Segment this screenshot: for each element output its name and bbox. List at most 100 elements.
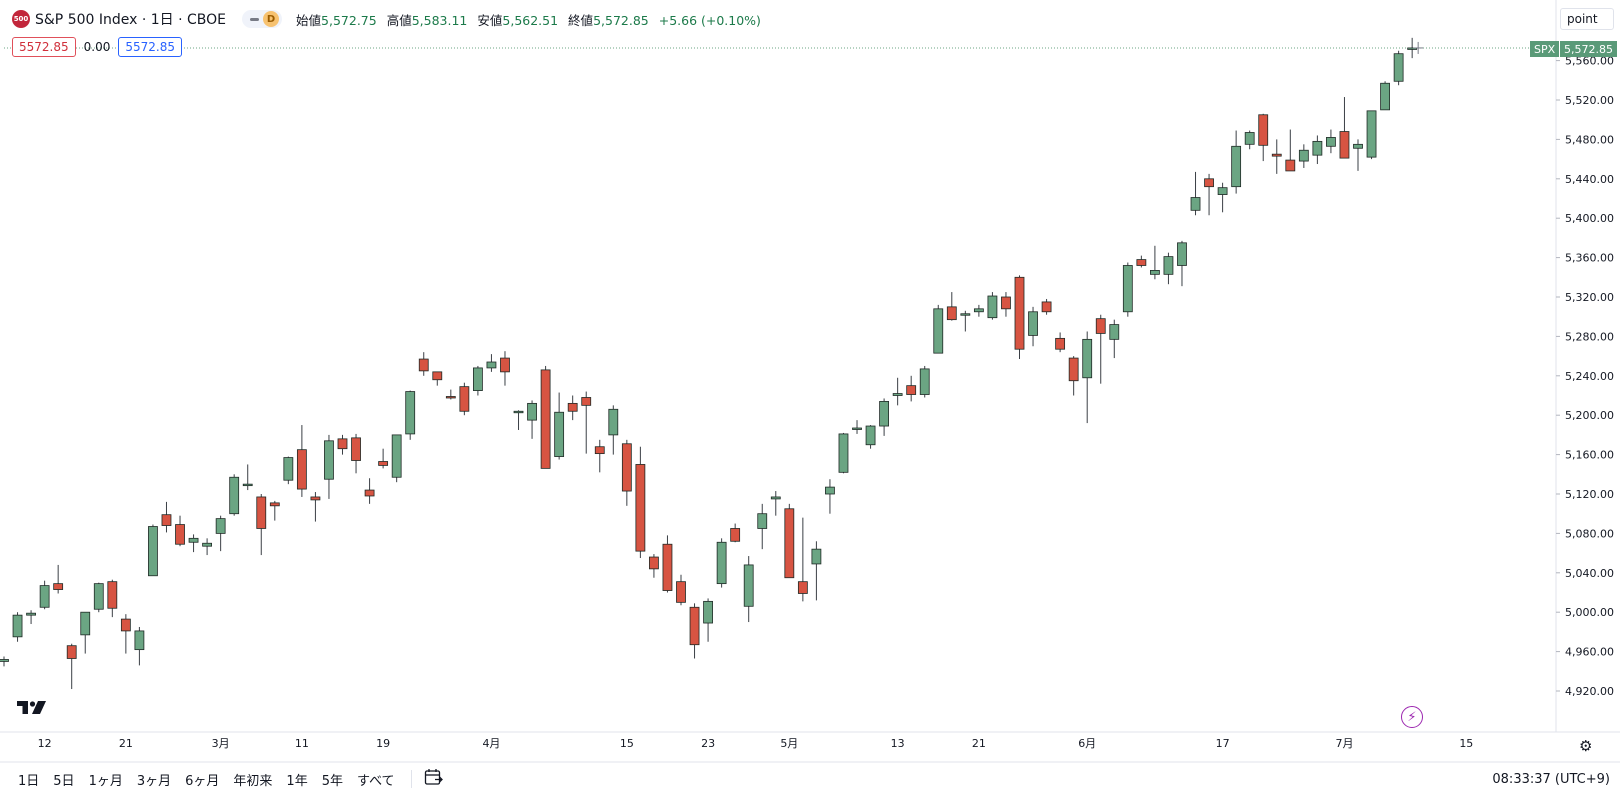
candle-down[interactable] (500, 357, 510, 373)
candle-down[interactable] (1339, 131, 1350, 159)
candle-down[interactable] (445, 396, 456, 399)
candle-down[interactable] (797, 581, 808, 594)
candle-down[interactable] (107, 581, 118, 609)
candle-up[interactable] (1407, 47, 1418, 50)
range-button-0[interactable]: 1日 (18, 773, 40, 789)
candle-up[interactable] (391, 434, 402, 478)
candle-down[interactable] (1258, 114, 1269, 146)
buy-price-box[interactable]: 5572.85 (118, 37, 182, 57)
status-pill[interactable]: D (242, 10, 283, 28)
candle-up[interactable] (1150, 270, 1160, 275)
candle-down[interactable] (66, 645, 77, 659)
candle-up[interactable] (1298, 149, 1309, 162)
candle-down[interactable] (581, 397, 592, 406)
candle-down[interactable] (567, 402, 578, 412)
candle-down[interactable] (120, 618, 131, 632)
candle-up[interactable] (703, 600, 713, 624)
candle-up[interactable] (1244, 132, 1255, 145)
candle-up[interactable] (26, 612, 36, 616)
candle-up[interactable] (215, 518, 226, 534)
candle-up[interactable] (324, 440, 334, 480)
candle-down[interactable] (1136, 259, 1147, 266)
candle-up[interactable] (1163, 256, 1174, 275)
candle-down[interactable] (635, 464, 646, 552)
candle-up[interactable] (148, 526, 158, 577)
range-button-7[interactable]: 5年 (321, 773, 343, 789)
candle-up[interactable] (879, 401, 889, 427)
candle-up[interactable] (1217, 187, 1228, 195)
range-button-6[interactable]: 1年 (286, 773, 308, 789)
candle-up[interactable] (743, 564, 754, 607)
candle-up[interactable] (1177, 242, 1187, 266)
candle-down[interactable] (418, 358, 429, 372)
candle-up[interactable] (852, 427, 862, 430)
candle-up[interactable] (1082, 338, 1093, 379)
sell-price-box[interactable]: 5572.85 (12, 37, 76, 57)
lightning-icon[interactable]: ⚡ (1401, 706, 1423, 728)
candle-up[interactable] (1028, 311, 1038, 336)
candle-down[interactable] (1041, 301, 1052, 313)
candle-down[interactable] (730, 528, 741, 542)
candle-up[interactable] (472, 367, 483, 391)
candle-down[interactable] (662, 543, 673, 591)
candle-down[interactable] (946, 306, 957, 321)
candle-down[interactable] (378, 461, 389, 466)
candle-down[interactable] (1204, 178, 1214, 188)
candle-down[interactable] (53, 583, 64, 590)
candle-up[interactable] (960, 313, 971, 316)
tradingview-logo[interactable] (17, 700, 47, 719)
candle-up[interactable] (527, 402, 537, 421)
candle-up[interactable] (93, 583, 104, 610)
candle-down[interactable] (540, 369, 551, 469)
candle-up[interactable] (770, 496, 781, 500)
candle-up[interactable] (1326, 137, 1336, 147)
candle-up[interactable] (188, 537, 199, 543)
candle-up[interactable] (1366, 110, 1377, 158)
candle-up[interactable] (486, 361, 497, 369)
candle-down[interactable] (784, 508, 795, 579)
candle-down[interactable] (676, 581, 686, 603)
clock-timezone[interactable]: 08:33:37 (UTC+9) (1492, 771, 1610, 787)
candle-up[interactable] (865, 425, 876, 446)
candle-up[interactable] (0, 659, 9, 662)
candle-down[interactable] (269, 502, 280, 507)
candle-up[interactable] (242, 483, 253, 487)
candle-up[interactable] (987, 295, 998, 319)
candle-down[interactable] (594, 446, 605, 455)
candle-down[interactable] (906, 385, 917, 395)
scale-mode-button[interactable]: point (1560, 8, 1614, 30)
candle-down[interactable] (256, 496, 267, 529)
candle-up[interactable] (283, 457, 294, 481)
candle-down[interactable] (689, 606, 700, 646)
candle-up[interactable] (973, 308, 984, 313)
candle-down[interactable] (364, 489, 375, 497)
candle-down[interactable] (310, 496, 321, 501)
range-button-4[interactable]: 6ヶ月 (185, 773, 220, 789)
candle-up[interactable] (1312, 140, 1323, 156)
gear-icon[interactable]: ⚙ (1579, 737, 1593, 755)
range-button-5[interactable]: 年初来 (233, 773, 273, 789)
candle-up[interactable] (554, 411, 565, 457)
candle-up[interactable] (1231, 145, 1242, 188)
candle-up[interactable] (825, 486, 835, 495)
candle-up[interactable] (80, 611, 91, 636)
candle-down[interactable] (1271, 153, 1282, 157)
candle-down[interactable] (1068, 357, 1079, 382)
candle-up[interactable] (39, 585, 50, 608)
candle-down[interactable] (351, 437, 361, 461)
candle-down[interactable] (175, 524, 185, 545)
candle-down[interactable] (161, 514, 172, 526)
candle-down[interactable] (459, 386, 470, 412)
calendar-goto-icon[interactable] (424, 768, 444, 790)
candle-down[interactable] (649, 556, 659, 570)
candle-up[interactable] (757, 513, 768, 529)
range-button-8[interactable]: すべて (356, 773, 395, 789)
candle-up[interactable] (933, 308, 944, 354)
candle-up[interactable] (1393, 53, 1404, 82)
candle-up[interactable] (513, 410, 524, 414)
range-button-3[interactable]: 3ヶ月 (136, 773, 172, 789)
candle-up[interactable] (608, 408, 619, 436)
candle-up[interactable] (892, 393, 903, 396)
candle-down[interactable] (1055, 337, 1066, 350)
candle-up[interactable] (405, 391, 416, 435)
